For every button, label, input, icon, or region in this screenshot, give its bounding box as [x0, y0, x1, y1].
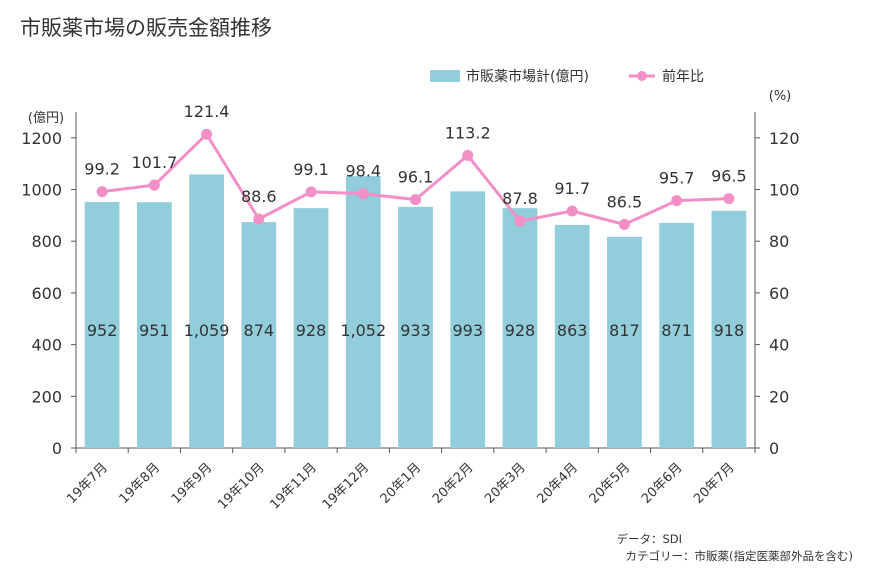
bar-value-label: 871	[661, 321, 692, 340]
y-left-tick-label: 1000	[21, 181, 62, 200]
y-right-tick-label: 80	[769, 232, 789, 251]
yoy-value-label: 86.5	[607, 192, 643, 211]
bar-9	[554, 224, 590, 448]
bar-10	[607, 236, 642, 448]
yoy-value-label: 113.2	[445, 123, 491, 142]
y-right-tick-label: 20	[769, 387, 789, 406]
bar-value-label: 933	[400, 321, 431, 340]
yoy-value-label: 98.4	[345, 162, 381, 181]
bar-value-label: 993	[452, 321, 483, 340]
yoy-value-label: 91.7	[554, 179, 590, 198]
yoy-point-12	[723, 193, 735, 205]
bar-4	[293, 208, 329, 448]
yoy-point-10	[618, 218, 630, 230]
bar-value-label: 951	[139, 321, 170, 340]
category-note: カテゴリー：市販薬(指定医薬部外品を含む)	[625, 549, 853, 563]
bar-8	[502, 208, 538, 448]
yoy-value-label: 95.7	[659, 169, 695, 188]
y-left-tick-label: 0	[52, 439, 62, 458]
x-category-label: 19年8月	[117, 460, 164, 507]
yoy-point-9	[566, 205, 578, 217]
legend-bar-label: 市販薬市場計(億円)	[466, 68, 589, 85]
bar-6	[398, 206, 433, 448]
x-category-label: 20年6月	[639, 460, 686, 507]
bar-value-label: 952	[87, 321, 118, 340]
yoy-point-3	[253, 213, 265, 225]
chart-title: 市販薬市場の販売金額推移	[20, 16, 272, 40]
bar-value-label: 918	[714, 321, 745, 340]
legend-line-marker	[637, 71, 647, 81]
bar-value-label: 863	[557, 321, 588, 340]
x-category-label: 20年5月	[587, 460, 634, 507]
yoy-point-0	[96, 186, 108, 198]
bar-0	[84, 201, 120, 448]
legend-bar-swatch	[430, 70, 460, 82]
y-left-tick-label: 800	[31, 232, 62, 251]
yoy-value-label: 87.8	[502, 189, 538, 208]
bar-3	[241, 222, 277, 448]
x-category-label: 20年7月	[691, 460, 738, 507]
bar-value-label: 874	[244, 321, 275, 340]
x-category-label: 20年2月	[430, 460, 477, 507]
bar-value-label: 817	[609, 321, 640, 340]
bar-value-label: 928	[505, 321, 536, 340]
bar-12	[711, 210, 747, 448]
x-category-label: 19年10月	[215, 460, 267, 512]
bar-value-label: 1,059	[184, 321, 230, 340]
yoy-point-7	[462, 149, 474, 161]
x-category-label: 19年12月	[320, 460, 372, 512]
bar-value-label: 1,052	[340, 321, 386, 340]
y-right-tick-label: 0	[769, 439, 779, 458]
x-category-label: 19年11月	[267, 460, 319, 512]
x-category-label: 20年4月	[534, 460, 581, 507]
yoy-value-label: 96.5	[711, 167, 747, 186]
y-left-tick-label: 600	[31, 284, 62, 303]
y-right-tick-label: 40	[769, 336, 789, 355]
yoy-value-label: 99.2	[84, 160, 120, 179]
yoy-value-label: 96.1	[398, 168, 434, 187]
bar-11	[659, 222, 695, 448]
yoy-value-label: 88.6	[241, 187, 277, 206]
data-source-note: データ：SDI	[616, 532, 682, 546]
y-right-tick-label: 60	[769, 284, 789, 303]
yoy-point-11	[671, 195, 683, 207]
x-category-label: 20年1月	[378, 460, 425, 507]
yoy-value-label: 99.1	[293, 160, 329, 179]
bar-2	[189, 174, 224, 448]
x-category-label: 20年3月	[482, 460, 529, 507]
legend-line-label: 前年比	[662, 68, 704, 85]
y-left-axis-label: (億円)	[28, 110, 64, 126]
bar-1	[136, 202, 172, 448]
bar-value-label: 928	[296, 321, 327, 340]
yoy-point-1	[148, 179, 160, 191]
yoy-value-label: 121.4	[184, 102, 230, 121]
yoy-point-5	[357, 188, 369, 200]
y-right-tick-label: 120	[769, 129, 800, 148]
y-left-tick-label: 200	[31, 387, 62, 406]
y-right-axis-label: (%)	[769, 89, 792, 104]
yoy-point-6	[410, 194, 421, 206]
yoy-point-2	[201, 128, 213, 140]
bar-7	[450, 191, 486, 448]
yoy-value-label: 101.7	[131, 153, 177, 172]
x-category-label: 19年9月	[169, 460, 216, 507]
yoy-point-8	[514, 215, 526, 227]
y-left-tick-label: 1200	[21, 129, 62, 148]
x-category-label: 19年7月	[64, 460, 111, 507]
y-left-tick-label: 400	[31, 336, 62, 355]
yoy-point-4	[305, 186, 317, 198]
y-right-tick-label: 100	[769, 181, 800, 200]
bar-5	[345, 176, 381, 449]
